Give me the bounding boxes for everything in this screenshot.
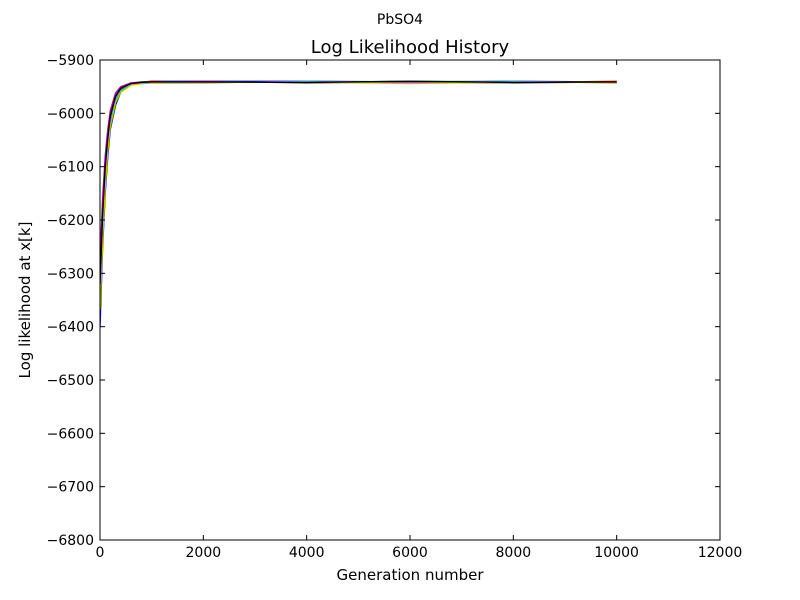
y-tick-label: −6400 <box>47 320 94 336</box>
x-tick-label: 12000 <box>698 545 743 561</box>
x-tick-label: 6000 <box>392 545 428 561</box>
y-tick-label: −6500 <box>47 373 94 389</box>
chart-suptitle: PbSO4 <box>377 12 423 28</box>
chart-title: Log Likelihood History <box>311 37 510 58</box>
y-tick-label: −6800 <box>47 533 94 549</box>
y-tick-label: −6100 <box>47 160 94 176</box>
y-tick-label: −6700 <box>47 480 94 496</box>
x-axis-label: Generation number <box>337 566 485 584</box>
y-tick-label: −5900 <box>47 53 94 69</box>
x-tick-label: 8000 <box>496 545 532 561</box>
y-tick-label: −6000 <box>47 106 94 122</box>
y-tick-label: −6300 <box>47 266 94 282</box>
y-tick-label: −6600 <box>47 426 94 442</box>
x-tick-label: 10000 <box>594 545 639 561</box>
y-axis-label: Log likelihood at x[k] <box>16 222 34 379</box>
x-tick-label: 2000 <box>186 545 222 561</box>
x-tick-label: 0 <box>96 545 105 561</box>
ticks-layer: 0 2000 4000 6000 8000 10000 12000 −5900 −6000 −61… <box>47 53 743 561</box>
x-tick-label: 4000 <box>289 545 325 561</box>
y-tick-label: −6200 <box>47 213 94 229</box>
series-layer <box>100 80 617 327</box>
series-line <box>100 81 617 311</box>
series-line <box>100 80 617 285</box>
